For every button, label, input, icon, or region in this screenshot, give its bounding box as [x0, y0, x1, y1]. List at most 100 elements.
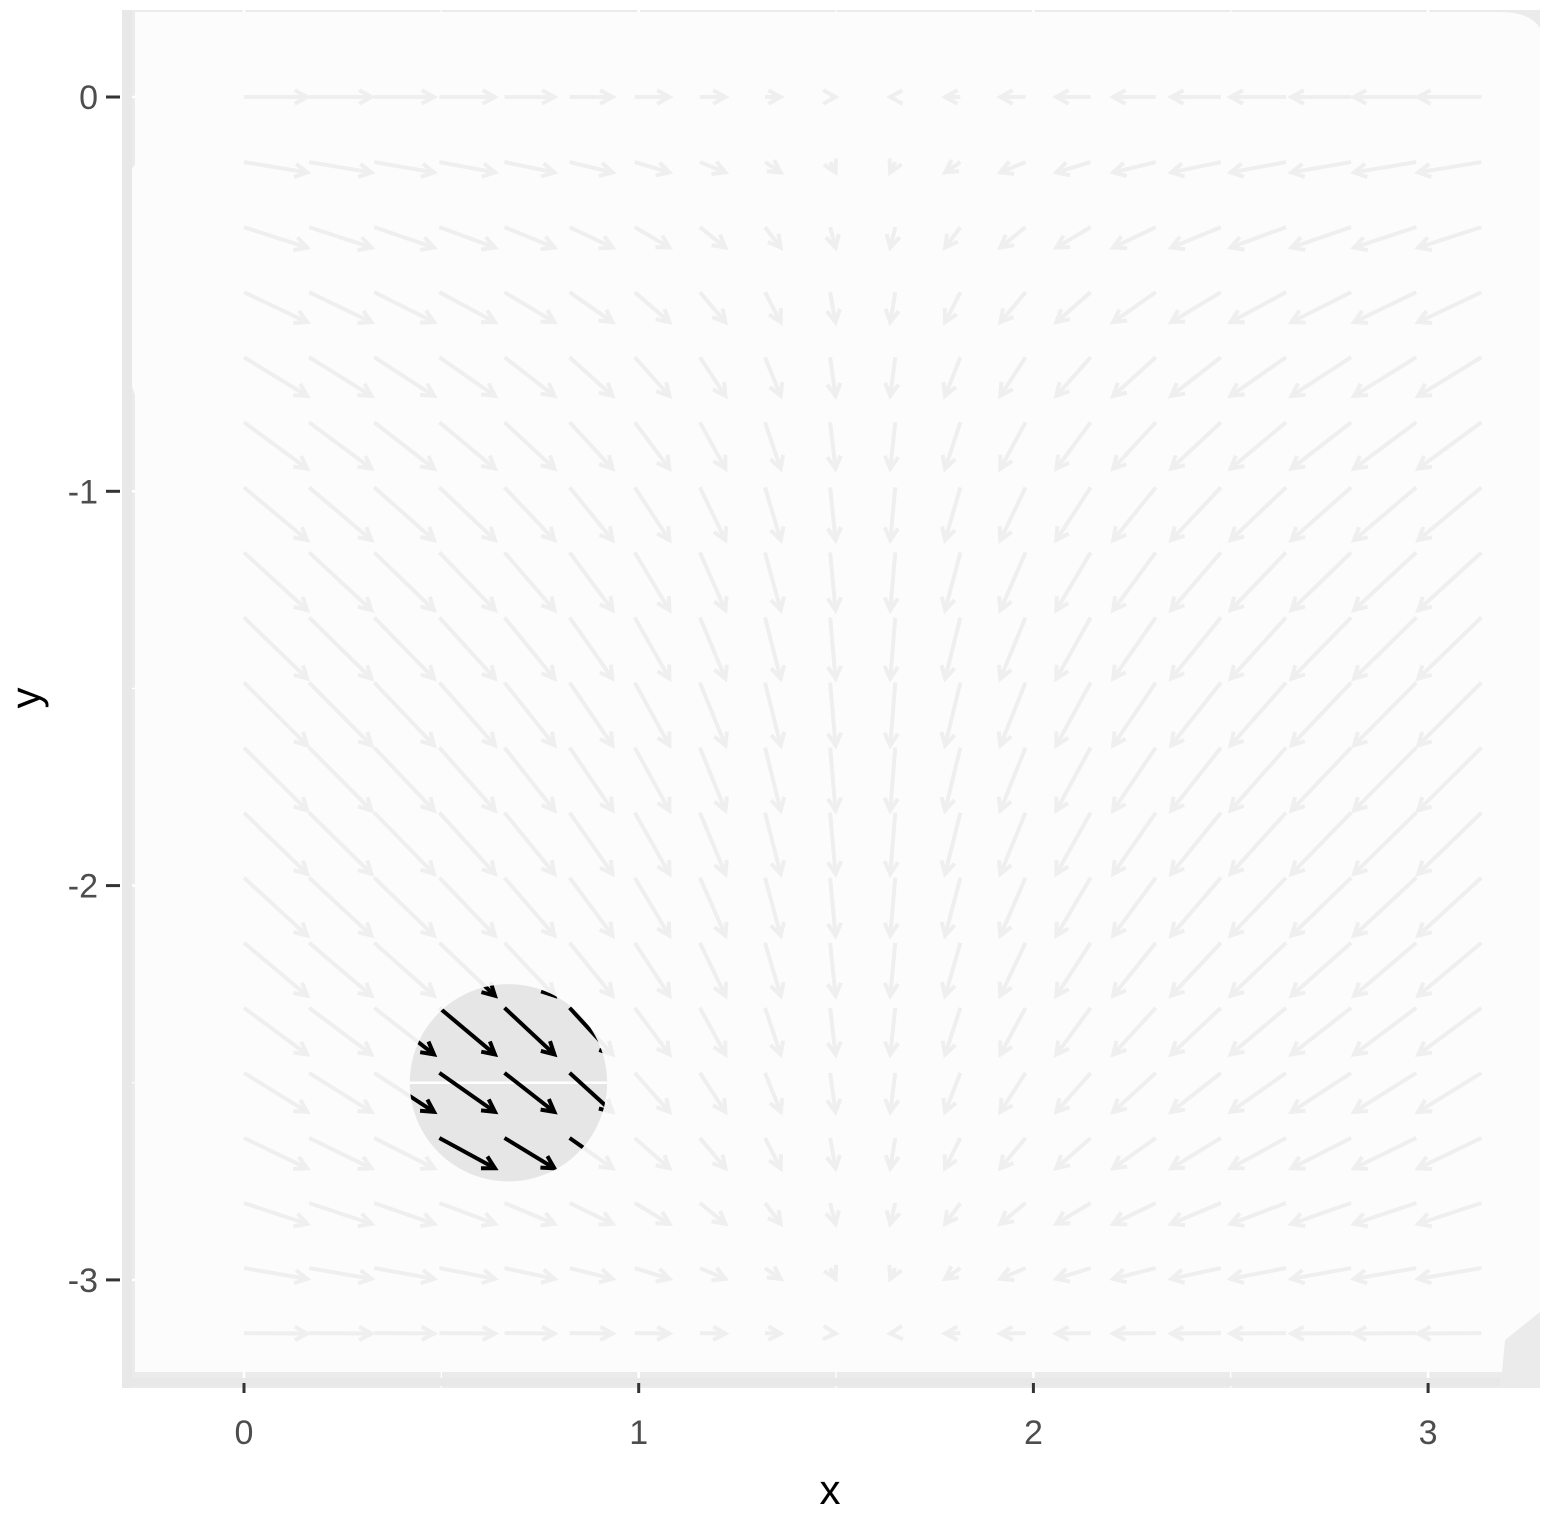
vector-arrow — [882, 617, 900, 683]
vector-arrow — [1227, 1071, 1288, 1115]
vector-arrow — [373, 225, 438, 252]
vector-arrow — [763, 812, 787, 878]
vector-field-arrows — [242, 88, 1483, 1342]
vector-arrow — [568, 355, 616, 399]
vector-arrow — [1110, 486, 1158, 544]
vector-arrow — [568, 941, 616, 999]
vector-arrow — [242, 1006, 311, 1057]
vector-arrow — [308, 355, 375, 399]
vector-arrow — [1109, 1201, 1157, 1227]
vector-arrow — [374, 88, 439, 106]
vector-arrow — [503, 355, 558, 399]
vector-arrow — [763, 616, 787, 683]
vector-arrow — [939, 877, 963, 940]
vector-arrow — [568, 551, 615, 614]
highlighted-arrow — [438, 1071, 499, 1115]
plot-panel — [122, 10, 1540, 1388]
vector-arrow — [242, 876, 311, 939]
vector-arrow — [1288, 681, 1353, 749]
vector-arrow — [503, 485, 558, 544]
y-tick-label: -2 — [68, 868, 98, 906]
vector-arrow — [1288, 811, 1353, 877]
vector-arrow — [1288, 1006, 1353, 1058]
vector-arrow — [1168, 485, 1223, 544]
vector-arrow — [698, 225, 729, 251]
vector-arrow — [1168, 811, 1223, 878]
vector-arrow — [372, 876, 437, 939]
vector-arrow — [503, 290, 558, 325]
vector-arrow — [243, 160, 312, 179]
vector-arrow — [1350, 1071, 1418, 1115]
vector-arrow — [1109, 290, 1157, 325]
vector-arrow — [698, 811, 729, 878]
vector-arrow — [698, 421, 728, 473]
vector-arrow — [567, 616, 615, 683]
vector-arrow — [1287, 1325, 1352, 1342]
vector-arrow — [503, 420, 558, 472]
vector-arrow — [1053, 1136, 1092, 1172]
vector-arrow — [1350, 225, 1417, 253]
vector-arrow — [698, 876, 729, 940]
vector-arrow — [1227, 1006, 1288, 1058]
vector-arrow — [1227, 941, 1288, 999]
vector-arrow — [939, 812, 963, 878]
vector-arrow — [307, 941, 375, 999]
vector-arrow — [1415, 811, 1483, 877]
vector-arrow — [763, 1201, 784, 1228]
vector-arrow — [763, 1007, 786, 1059]
vector-arrow — [503, 1201, 559, 1228]
vector-arrow — [438, 355, 499, 399]
vector-arrow — [882, 747, 900, 815]
vector-arrow — [1053, 1071, 1093, 1116]
vector-arrow — [997, 290, 1028, 326]
vector-arrow — [437, 551, 498, 614]
vector-arrow — [997, 551, 1028, 614]
vector-arrow — [1167, 1266, 1222, 1285]
vector-arrow — [882, 552, 900, 615]
vector-arrow — [1414, 420, 1483, 472]
vector-arrow — [372, 616, 437, 682]
vector-arrow — [243, 1136, 311, 1172]
vector-arrow — [567, 681, 615, 749]
vector-arrow — [1350, 290, 1418, 325]
vector-arrow — [940, 421, 963, 473]
vector-arrow — [242, 1071, 311, 1115]
vector-arrow — [940, 942, 963, 1000]
vector-arrow — [373, 420, 438, 472]
vector-arrow — [941, 1072, 963, 1116]
vector-arrow — [307, 420, 375, 472]
x-axis-title: x — [820, 1466, 841, 1513]
vector-arrow — [502, 811, 558, 878]
vector-arrow — [763, 421, 786, 473]
vector-arrow — [1054, 616, 1093, 683]
vector-arrow — [764, 1324, 785, 1342]
vector-arrow — [633, 1136, 673, 1172]
vector-arrow — [437, 681, 498, 749]
vector-arrow — [1110, 941, 1158, 999]
vector-arrow — [437, 876, 498, 939]
vector-arrow — [308, 290, 376, 325]
x-tick-label: 0 — [235, 1414, 254, 1452]
vector-arrow — [825, 422, 843, 473]
vector-arrow — [243, 290, 311, 325]
vector-arrow — [1167, 225, 1222, 252]
vector-arrow — [698, 486, 729, 544]
vector-arrow — [1414, 1325, 1482, 1342]
vector-arrow — [883, 291, 901, 327]
vector-arrow — [567, 746, 615, 814]
vector-arrow — [1226, 1266, 1287, 1285]
vector-arrow — [942, 1137, 963, 1173]
vector-arrow — [243, 1201, 312, 1229]
vector-arrow — [887, 158, 903, 177]
vector-arrow — [1168, 1006, 1223, 1058]
vector-arrow — [1414, 1071, 1483, 1115]
vector-arrow — [1350, 550, 1418, 613]
vector-arrow — [633, 225, 673, 250]
vector-arrow — [242, 550, 311, 613]
vector-arrow — [698, 941, 729, 1000]
vector-arrow — [996, 616, 1028, 683]
vector-arrow — [243, 1266, 312, 1286]
vector-arrow — [1053, 421, 1093, 472]
vector-arrow — [998, 1006, 1028, 1059]
vector-arrow — [307, 616, 375, 682]
